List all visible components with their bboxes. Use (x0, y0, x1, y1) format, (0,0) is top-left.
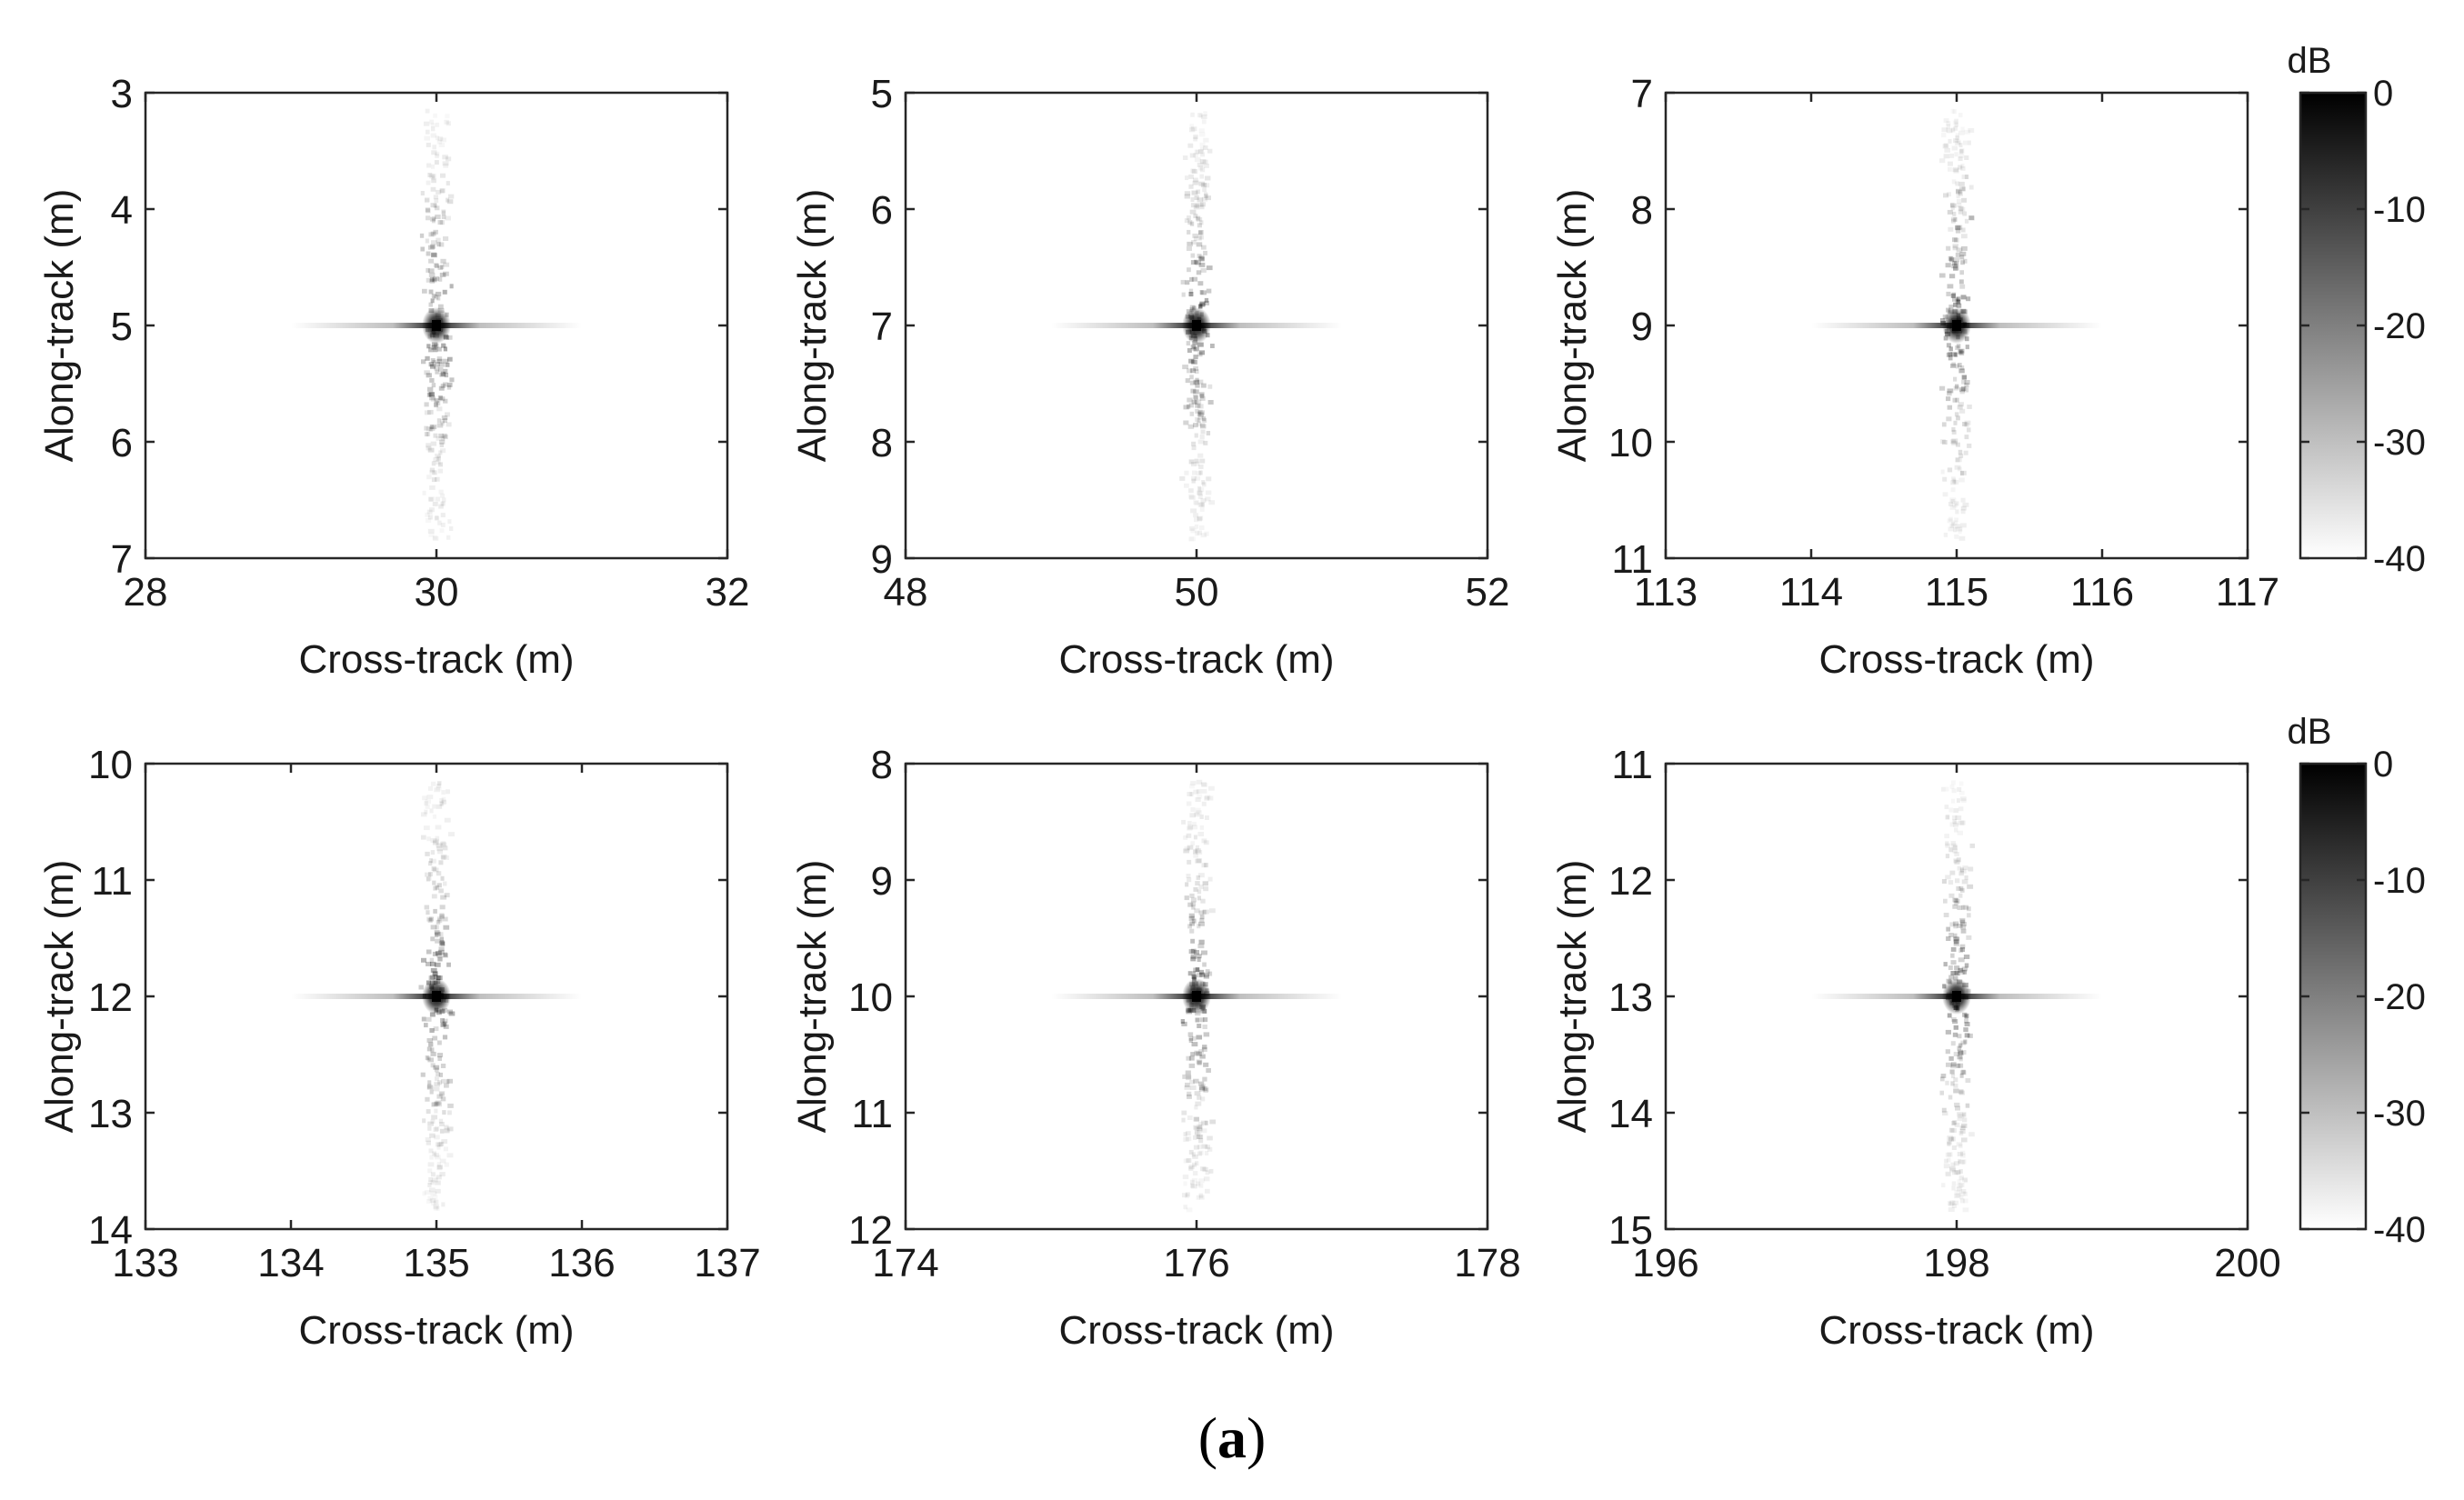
x-tick-label: 134 (257, 1241, 324, 1285)
x-tick-label: 135 (403, 1241, 469, 1285)
colorbar-title: dB (2288, 41, 2332, 81)
subplot-2: 48 50 52 5 6 7 8 9 Cross-track (m) Along-track (m… (790, 72, 1509, 682)
x-axis-label: Cross-track (m) (1818, 1308, 2094, 1353)
x-tick-label: 114 (1779, 570, 1843, 615)
y-tick-label: 14 (1608, 1092, 1653, 1136)
along-track-sidelobes (1179, 112, 1216, 538)
colorbar-tick-label: -20 (2373, 977, 2426, 1017)
y-axis-label: Along-track (m) (1550, 860, 1595, 1134)
x-tick-label: 196 (1632, 1241, 1698, 1285)
y-tick-label: 9 (871, 537, 893, 582)
y-tick-label: 11 (851, 1092, 893, 1136)
y-tick-label: 8 (1631, 188, 1653, 233)
colorbar-tick-label: -20 (2373, 306, 2426, 346)
colorbar-tick-label: -40 (2373, 1210, 2426, 1250)
x-axis-label: Cross-track (m) (298, 637, 574, 682)
x-tick-label: 198 (1923, 1241, 1989, 1285)
y-tick-label: 11 (1611, 537, 1653, 582)
x-axis-label: Cross-track (m) (1058, 637, 1334, 682)
peak-center (1192, 991, 1201, 1002)
x-tick-label: 48 (884, 570, 928, 615)
y-tick-label: 11 (91, 859, 133, 904)
y-tick-label: 4 (111, 188, 133, 233)
peak-center (1952, 991, 1961, 1002)
x-tick-label: 113 (1634, 570, 1698, 615)
x-tick-label: 176 (1163, 1241, 1229, 1285)
x-tick-label: 50 (1175, 570, 1219, 615)
y-axis-label: Along-track (m) (37, 860, 82, 1134)
x-tick-label: 174 (872, 1241, 938, 1285)
colorbar-1: dB 0 -10 -20 -30 -40 (2288, 41, 2426, 579)
caption-letter: a (1217, 1405, 1247, 1470)
along-track-sidelobes (1939, 786, 1976, 1213)
x-axis-label: Cross-track (m) (298, 1308, 574, 1353)
colorbar-tick-label: -40 (2373, 539, 2426, 579)
x-tick-label: 117 (2216, 570, 2279, 615)
peak-center (1192, 320, 1201, 331)
along-track-sidelobes (418, 781, 456, 1209)
x-tick-label: 178 (1454, 1241, 1520, 1285)
x-tick-label: 30 (415, 570, 459, 615)
y-axis-label: Along-track (m) (1550, 189, 1595, 463)
subplot-3: 113 114 115 116 117 7 8 9 10 11 Cross-track (m) Alo… (1550, 72, 2279, 682)
colorbar-tick-label: -30 (2373, 423, 2426, 463)
figure-caption: (a) (1197, 1405, 1267, 1470)
y-tick-label: 12 (848, 1208, 893, 1253)
x-axis-label: Cross-track (m) (1058, 1308, 1334, 1353)
colorbar-gradient (2299, 91, 2368, 560)
y-tick-label: 15 (1608, 1208, 1653, 1253)
x-tick-label: 133 (112, 1241, 178, 1285)
y-tick-label: 5 (111, 305, 133, 349)
x-tick-label: 32 (706, 570, 750, 615)
y-tick-label: 6 (871, 188, 893, 233)
y-axis-label: Along-track (m) (790, 860, 835, 1134)
colorbar-tick-label: -10 (2373, 861, 2426, 901)
along-track-sidelobes (419, 108, 455, 541)
x-axis-label: Cross-track (m) (1818, 637, 2094, 682)
subplot-5: 174 176 178 8 9 10 11 12 Cross-track (m) Along-tr… (790, 743, 1521, 1353)
colorbar-tick-label: 0 (2373, 745, 2393, 785)
y-tick-label: 5 (871, 72, 893, 116)
y-tick-label: 13 (1608, 975, 1653, 1020)
colorbar-tick-label: -10 (2373, 190, 2426, 230)
x-tick-label: 116 (2070, 570, 2134, 615)
x-tick-label: 136 (548, 1241, 615, 1285)
y-tick-label: 9 (1631, 305, 1653, 349)
y-tick-label: 7 (111, 537, 133, 582)
y-axis-label: Along-track (m) (37, 189, 82, 463)
colorbar-gradient (2299, 762, 2368, 1231)
x-tick-label: 115 (1925, 570, 1988, 615)
y-axis-label: Along-track (m) (790, 189, 835, 463)
x-tick-label: 200 (2214, 1241, 2280, 1285)
x-tick-label: 137 (694, 1241, 760, 1285)
y-tick-label: 12 (88, 975, 133, 1020)
y-tick-label: 8 (871, 743, 893, 787)
y-tick-label: 14 (88, 1208, 133, 1253)
y-tick-label: 10 (848, 975, 893, 1020)
subplot-4: 133 134 135 136 137 10 11 12 13 14 Cross-track (m)… (37, 743, 761, 1353)
x-tick-label: 28 (124, 570, 168, 615)
y-tick-label: 6 (111, 421, 133, 465)
y-tick-label: 11 (1611, 743, 1653, 787)
peak-center (1952, 320, 1961, 331)
y-tick-label: 13 (88, 1092, 133, 1136)
x-tick-label: 52 (1466, 570, 1510, 615)
colorbar-title: dB (2288, 712, 2332, 752)
y-tick-label: 7 (871, 305, 893, 349)
y-tick-label: 7 (1631, 72, 1653, 116)
peak-center (432, 320, 441, 331)
y-tick-label: 10 (1608, 421, 1653, 465)
colorbar-tick-label: 0 (2373, 74, 2393, 114)
peak-center (432, 991, 441, 1002)
subplot-6: 196 198 200 11 12 13 14 15 Cross-track (m) Along-… (1550, 743, 2281, 1353)
y-tick-label: 3 (111, 72, 133, 116)
y-tick-label: 10 (88, 743, 133, 787)
colorbar-tick-label: -30 (2373, 1094, 2426, 1134)
y-tick-label: 8 (871, 421, 893, 465)
y-tick-label: 9 (871, 859, 893, 904)
colorbar-2: dB 0 -10 -20 -30 -40 (2288, 712, 2426, 1250)
y-tick-label: 12 (1608, 859, 1653, 904)
